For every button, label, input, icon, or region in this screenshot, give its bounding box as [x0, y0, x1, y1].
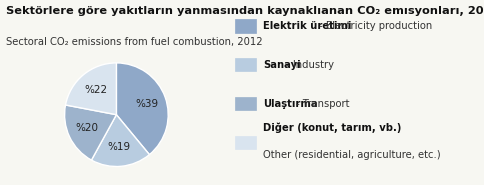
Text: - Industry: - Industry: [282, 60, 333, 70]
Text: %39: %39: [135, 99, 158, 109]
Wedge shape: [64, 105, 116, 160]
Wedge shape: [116, 63, 168, 155]
Text: %22: %22: [84, 85, 107, 95]
Wedge shape: [91, 115, 149, 166]
Text: - Electricity production: - Electricity production: [315, 21, 431, 31]
Text: Sanayi: Sanayi: [262, 60, 300, 70]
Text: %19: %19: [107, 142, 131, 152]
Text: Sektörlere göre yakıtların yanmasından kaynaklıanan CO₂ emısyonları, 2012: Sektörlere göre yakıtların yanmasından k…: [6, 6, 484, 16]
Text: Other (residential, agriculture, etc.): Other (residential, agriculture, etc.): [262, 150, 439, 160]
Text: Ulaştırma: Ulaştırma: [262, 99, 317, 109]
Text: Elektrik üretimi: Elektrik üretimi: [262, 21, 350, 31]
Text: %20: %20: [76, 123, 99, 133]
Wedge shape: [65, 63, 116, 115]
Text: Sectoral CO₂ emissions from fuel combustion, 2012: Sectoral CO₂ emissions from fuel combust…: [6, 37, 262, 47]
Text: - Transport: - Transport: [292, 99, 348, 109]
Text: Diğer (konut, tarım, vb.): Diğer (konut, tarım, vb.): [262, 122, 400, 133]
